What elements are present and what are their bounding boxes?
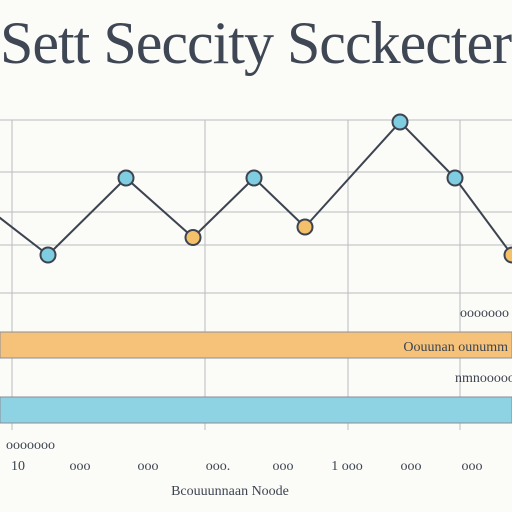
data-point: [245, 169, 263, 187]
data-point: [184, 229, 202, 246]
x-tick-label: 1 ooo: [331, 459, 363, 474]
highlight-band: [0, 396, 512, 424]
x-tick-label: ooo: [401, 459, 422, 474]
x-tick-label: ooo: [273, 459, 294, 474]
highlight-bands: [0, 331, 512, 424]
x-tick-label: ooo: [70, 459, 91, 474]
series-line-layer: [0, 121, 512, 256]
x-axis-label: Bcouuunnaan Noode: [171, 484, 289, 499]
x-tick-label: 10: [11, 459, 25, 474]
data-point: [503, 246, 512, 264]
data-point: [391, 113, 409, 131]
x-tick-label: ooo: [138, 459, 159, 474]
data-point: [446, 169, 464, 187]
data-point: [39, 246, 57, 264]
series-line: [0, 121, 512, 256]
band-label: Oouunan ounumm: [403, 340, 508, 355]
bottom-left-label: ooooooo: [6, 438, 55, 453]
grid-lines: [0, 119, 512, 430]
side-label: ooooooo: [460, 306, 509, 321]
x-tick-label: ooo.: [206, 459, 231, 474]
highlight-band: [0, 331, 512, 359]
chart-title: Sett Seccity Scckecterss: [0, 10, 512, 76]
data-point: [296, 218, 314, 236]
x-tick-label: ooo: [462, 459, 483, 474]
series-points: [39, 113, 512, 264]
data-point: [117, 169, 135, 187]
